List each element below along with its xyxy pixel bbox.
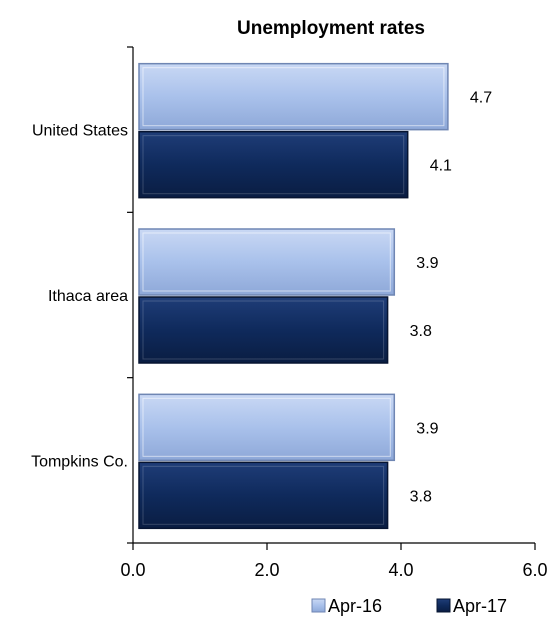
category-label: Ithaca area: [48, 288, 128, 305]
data-label: 4.1: [430, 158, 452, 175]
bar-bevel: [142, 300, 385, 360]
chart-title: Unemployment rates: [237, 18, 425, 39]
category-label: United States: [32, 123, 128, 140]
bar-apr-17-ithaca-area: [138, 296, 389, 364]
plot-area: 4.7 4.1 United States 3.9 3.8 Ithaca area 3.9 3…: [31, 46, 548, 580]
bar-bevel: [142, 135, 405, 195]
data-label: 3.9: [416, 420, 438, 437]
bar-bevel: [142, 397, 391, 457]
legend-swatch-apr-17: [436, 598, 451, 613]
x-tick-label: 4.0: [388, 560, 413, 580]
x-tick-label: 0.0: [120, 560, 145, 580]
legend-label-apr-17: Apr-17: [453, 596, 507, 616]
data-label: 3.9: [416, 255, 438, 272]
data-label: 3.8: [410, 323, 432, 340]
bar-apr-16-united-states: [138, 62, 449, 131]
x-tick-label: 6.0: [522, 560, 547, 580]
x-tick-label: 2.0: [254, 560, 279, 580]
bar-apr-17-united-states: [138, 130, 409, 199]
legend: Apr-16 Apr-17: [311, 596, 507, 616]
data-label: 4.7: [470, 90, 492, 107]
bar-apr-16-tompkins-co-: [138, 393, 396, 462]
data-label: 3.8: [410, 488, 432, 505]
bar-bevel: [142, 465, 385, 525]
legend-label-apr-16: Apr-16: [328, 596, 382, 616]
category-label: Tompkins Co.: [31, 453, 128, 470]
bar-bevel: [142, 67, 445, 127]
bar-apr-17-tompkins-co-: [138, 461, 389, 530]
bar-apr-16-ithaca-area: [138, 228, 396, 296]
bar-bevel: [142, 232, 391, 292]
legend-swatch-apr-16: [311, 598, 326, 613]
